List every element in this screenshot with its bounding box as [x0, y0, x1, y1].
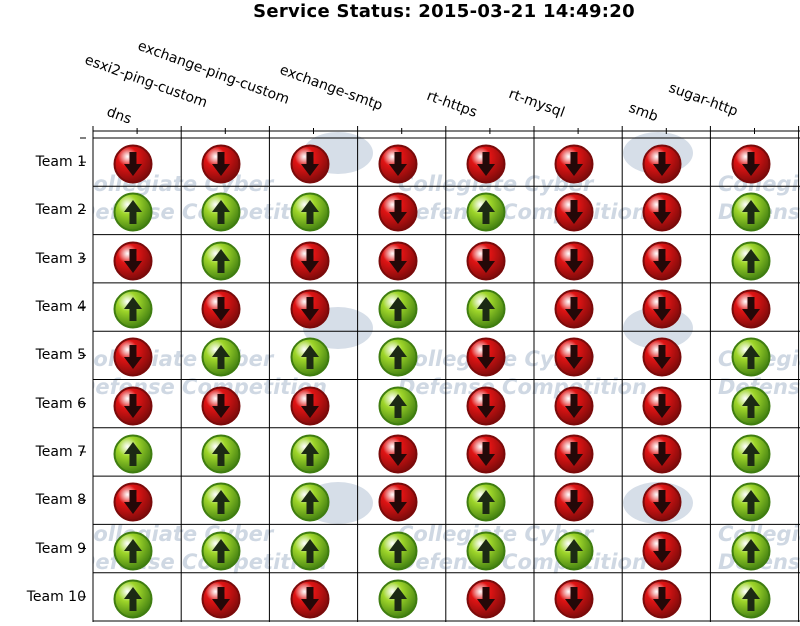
- row-label-team-5: Team 5: [35, 347, 86, 364]
- arrow-down-icon: [554, 386, 594, 426]
- arrow-up-icon: [731, 241, 771, 281]
- arrow-up-icon: [378, 337, 418, 377]
- arrow-up-icon: [201, 434, 241, 474]
- arrow-down-icon: [290, 241, 330, 281]
- arrow-up-icon: [731, 337, 771, 377]
- row-label-team-10: Team 10: [26, 588, 86, 605]
- row-label-team-8: Team 8: [35, 492, 86, 509]
- arrow-down-icon: [113, 482, 153, 522]
- arrow-down-icon: [642, 482, 682, 522]
- arrow-down-icon: [642, 386, 682, 426]
- arrow-down-icon: [554, 434, 594, 474]
- arrow-up-icon: [466, 482, 506, 522]
- arrow-up-icon: [378, 579, 418, 619]
- row-label-team-6: Team 6: [35, 395, 86, 412]
- arrow-down-icon: [201, 386, 241, 426]
- arrow-up-icon: [201, 531, 241, 571]
- arrow-up-icon: [378, 386, 418, 426]
- arrow-up-icon: [378, 289, 418, 329]
- row-label-team-4: Team 4: [35, 299, 86, 316]
- arrow-up-icon: [731, 192, 771, 232]
- arrow-up-icon: [466, 531, 506, 571]
- arrow-down-icon: [290, 386, 330, 426]
- arrow-up-icon: [113, 192, 153, 232]
- arrow-down-icon: [378, 482, 418, 522]
- page-title: Service Status: 2015-03-21 14:49:20: [253, 1, 635, 22]
- arrow-down-icon: [466, 144, 506, 184]
- arrow-down-icon: [554, 144, 594, 184]
- arrow-down-icon: [378, 192, 418, 232]
- arrow-down-icon: [642, 579, 682, 619]
- arrow-up-icon: [290, 531, 330, 571]
- arrow-up-icon: [201, 241, 241, 281]
- arrow-up-icon: [378, 531, 418, 571]
- row-label-team-3: Team 3: [35, 250, 86, 267]
- row-label-team-7: Team 7: [35, 443, 86, 460]
- arrow-down-icon: [466, 337, 506, 377]
- arrow-down-icon: [290, 144, 330, 184]
- arrow-down-icon: [642, 531, 682, 571]
- arrow-down-icon: [290, 289, 330, 329]
- arrow-down-icon: [554, 289, 594, 329]
- arrow-down-icon: [201, 579, 241, 619]
- arrow-up-icon: [290, 434, 330, 474]
- arrow-up-icon: [290, 337, 330, 377]
- arrow-down-icon: [466, 386, 506, 426]
- arrow-up-icon: [731, 482, 771, 522]
- arrow-down-icon: [731, 144, 771, 184]
- arrow-down-icon: [731, 289, 771, 329]
- arrow-down-icon: [554, 241, 594, 281]
- arrow-down-icon: [466, 241, 506, 281]
- arrow-down-icon: [554, 337, 594, 377]
- arrow-down-icon: [201, 144, 241, 184]
- arrow-up-icon: [731, 531, 771, 571]
- row-label-team-2: Team 2: [35, 202, 86, 219]
- arrow-up-icon: [201, 482, 241, 522]
- arrow-down-icon: [642, 289, 682, 329]
- arrow-down-icon: [554, 192, 594, 232]
- arrow-down-icon: [113, 144, 153, 184]
- arrow-down-icon: [466, 434, 506, 474]
- arrow-up-icon: [113, 289, 153, 329]
- arrow-down-icon: [554, 579, 594, 619]
- arrow-down-icon: [642, 192, 682, 232]
- arrow-up-icon: [290, 192, 330, 232]
- arrow-down-icon: [201, 289, 241, 329]
- arrow-down-icon: [642, 434, 682, 474]
- arrow-up-icon: [113, 531, 153, 571]
- arrow-up-icon: [466, 192, 506, 232]
- arrow-up-icon: [201, 192, 241, 232]
- arrow-down-icon: [642, 241, 682, 281]
- arrow-down-icon: [113, 386, 153, 426]
- arrow-down-icon: [113, 337, 153, 377]
- row-label-team-1: Team 1: [35, 154, 86, 171]
- arrow-up-icon: [731, 579, 771, 619]
- arrow-up-icon: [113, 579, 153, 619]
- arrow-down-icon: [642, 144, 682, 184]
- arrow-down-icon: [290, 579, 330, 619]
- arrow-up-icon: [731, 434, 771, 474]
- arrow-up-icon: [731, 386, 771, 426]
- arrow-up-icon: [554, 531, 594, 571]
- arrow-down-icon: [466, 579, 506, 619]
- arrow-up-icon: [201, 337, 241, 377]
- arrow-down-icon: [378, 144, 418, 184]
- arrow-up-icon: [466, 289, 506, 329]
- arrow-down-icon: [642, 337, 682, 377]
- arrow-down-icon: [554, 482, 594, 522]
- arrow-down-icon: [378, 434, 418, 474]
- arrow-up-icon: [113, 434, 153, 474]
- arrow-up-icon: [290, 482, 330, 522]
- arrow-down-icon: [378, 241, 418, 281]
- arrow-down-icon: [113, 241, 153, 281]
- row-label-team-9: Team 9: [35, 540, 86, 557]
